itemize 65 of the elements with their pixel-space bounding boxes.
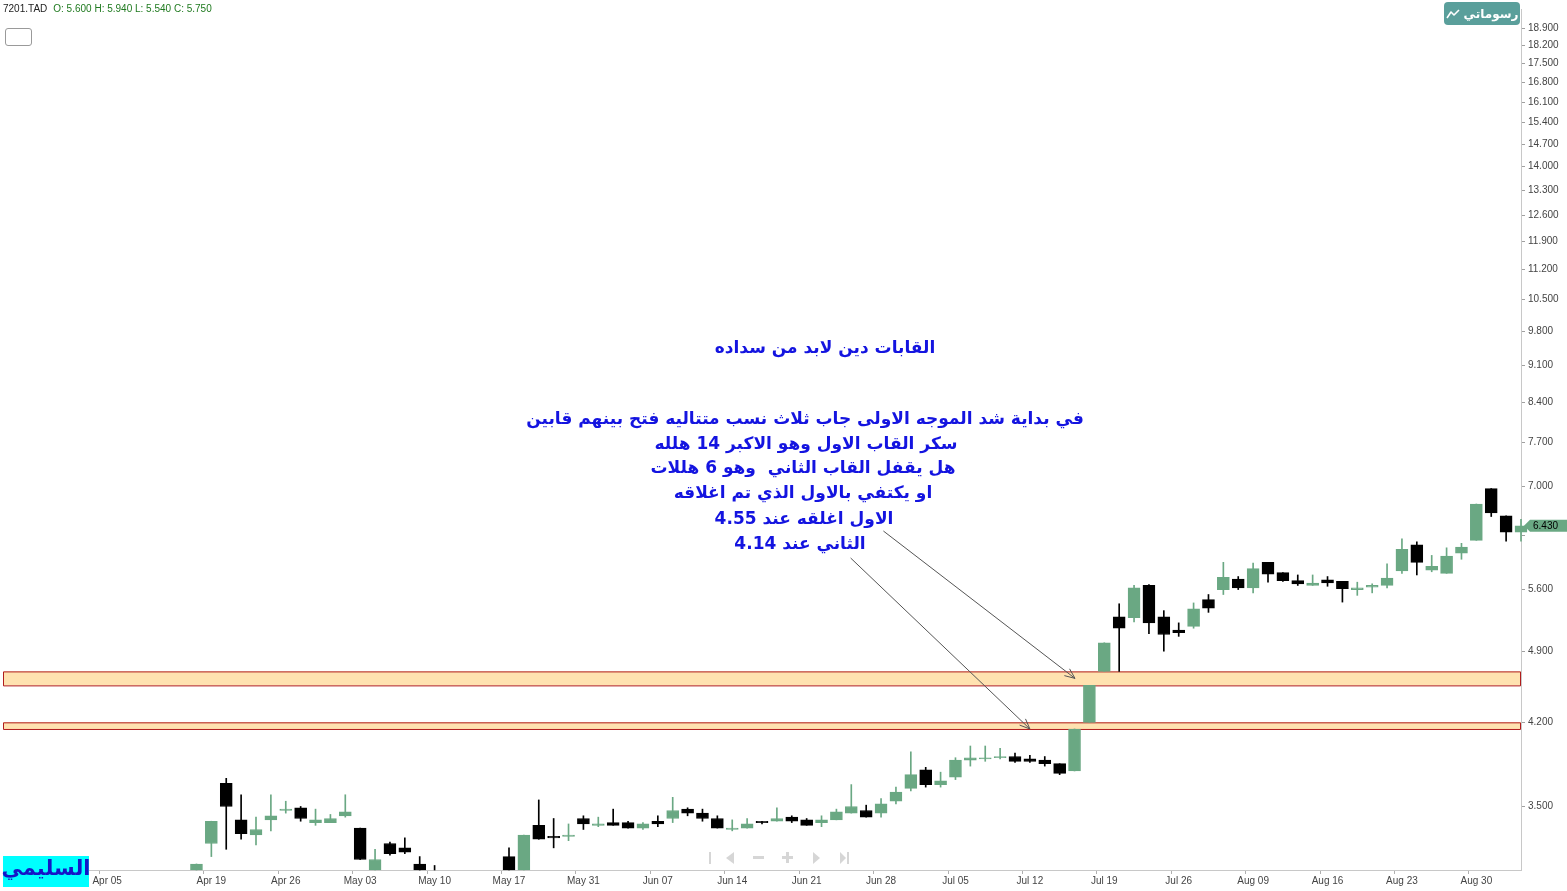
x-tick-label: Jul 12 <box>1016 874 1044 886</box>
y-tick-label: 11.900 <box>1528 235 1559 247</box>
x-tick-label: May 10 <box>418 874 452 886</box>
x-tick-label: Jun 07 <box>642 874 674 886</box>
y-tick-label: 11.200 <box>1528 263 1559 275</box>
candlestick <box>338 794 352 818</box>
x-tick-label: Jul 26 <box>1165 874 1193 886</box>
annotation: رسوماتي <box>1463 6 1519 21</box>
y-tick-label: 16.800 <box>1528 76 1560 88</box>
x-tick-label: Jun 28 <box>866 874 897 886</box>
annotation: هل يقفل القاب الثاني وهو 6 هللات <box>650 457 956 479</box>
annotation: او يكتفي بالاول الذي تم اغلاقه <box>673 482 933 504</box>
x-tick-label: Aug 16 <box>1311 874 1344 886</box>
x-tick-label: Jun 21 <box>791 874 823 886</box>
y-tick-label: 16.100 <box>1528 95 1560 107</box>
x-tick-label: May 03 <box>343 874 378 886</box>
y-tick-label: 7.700 <box>1528 436 1554 448</box>
candlestick <box>279 800 293 814</box>
annotation: في بداية شد الموجه الاولى جاب ثلاث نسب متتاليه فتح بينهم قابين <box>526 408 1084 430</box>
y-tick-label: 15.400 <box>1528 116 1560 128</box>
x-tick-label: Jul 19 <box>1090 874 1119 886</box>
x-tick-label: Aug 30 <box>1460 874 1493 886</box>
y-tick-label: 3.500 <box>1528 800 1554 812</box>
y-tick-label: 4.200 <box>1528 716 1554 728</box>
y-tick-label: 9.100 <box>1528 359 1554 371</box>
y-tick-label: 13.300 <box>1528 184 1560 196</box>
x-tick-label: Apr 05 <box>92 874 123 886</box>
candlestick <box>978 745 992 762</box>
candlestick <box>1350 581 1364 596</box>
y-tick-label: 18.900 <box>1528 21 1560 33</box>
chart-title: 7201.TAD <box>3 2 48 14</box>
candlestick <box>770 807 784 822</box>
annotation: الاول اغلقه عند 4.55 <box>714 508 894 530</box>
candlestick <box>1365 583 1379 594</box>
chart-subtitle: O: 5.600 H: 5.940 L: 5.540 C: 5.750 <box>53 2 213 14</box>
x-tick-label: Apr 26 <box>271 874 301 886</box>
candlestick <box>725 819 739 832</box>
y-tick-label: 17.500 <box>1528 57 1560 69</box>
y-tick-label: 4.900 <box>1528 644 1554 656</box>
x-tick-label: Aug 23 <box>1386 874 1419 886</box>
annotation: السليمي <box>1 856 91 881</box>
button: رسوماتي <box>1444 2 1520 25</box>
y-tick-label: 12.600 <box>1528 209 1560 221</box>
x-tick-label: Aug 09 <box>1237 874 1270 886</box>
y-tick-label: 10.500 <box>1528 293 1560 305</box>
text: 6.430 <box>1533 520 1559 532</box>
x-tick-label: May 31 <box>567 874 601 886</box>
y-tick-label: 18.200 <box>1528 39 1560 51</box>
annotation: سكر القاب الاول وهو الاكبر 14 هلله <box>654 433 958 455</box>
x-tick-label: Apr 19 <box>196 874 227 886</box>
y-tick-label: 14.700 <box>1528 137 1560 149</box>
candlestick <box>591 816 605 828</box>
candlestick <box>1112 603 1126 672</box>
x-tick-label: Jun 14 <box>717 874 748 886</box>
y-tick-label: 7.000 <box>1528 480 1554 492</box>
y-tick-label: 8.400 <box>1528 396 1554 408</box>
annotation: الثاني عند 4.14 <box>734 533 866 555</box>
annotation: القابات دين لابد من سداده <box>714 337 936 359</box>
x-tick-label: May 17 <box>492 874 526 886</box>
candlestick <box>844 784 858 814</box>
candlestick <box>264 794 278 832</box>
y-tick-label: 14.000 <box>1528 160 1560 172</box>
y-tick-label: 5.600 <box>1528 583 1554 595</box>
y-tick-label: 9.800 <box>1528 325 1554 337</box>
x-tick-label: Jul 05 <box>942 874 970 886</box>
